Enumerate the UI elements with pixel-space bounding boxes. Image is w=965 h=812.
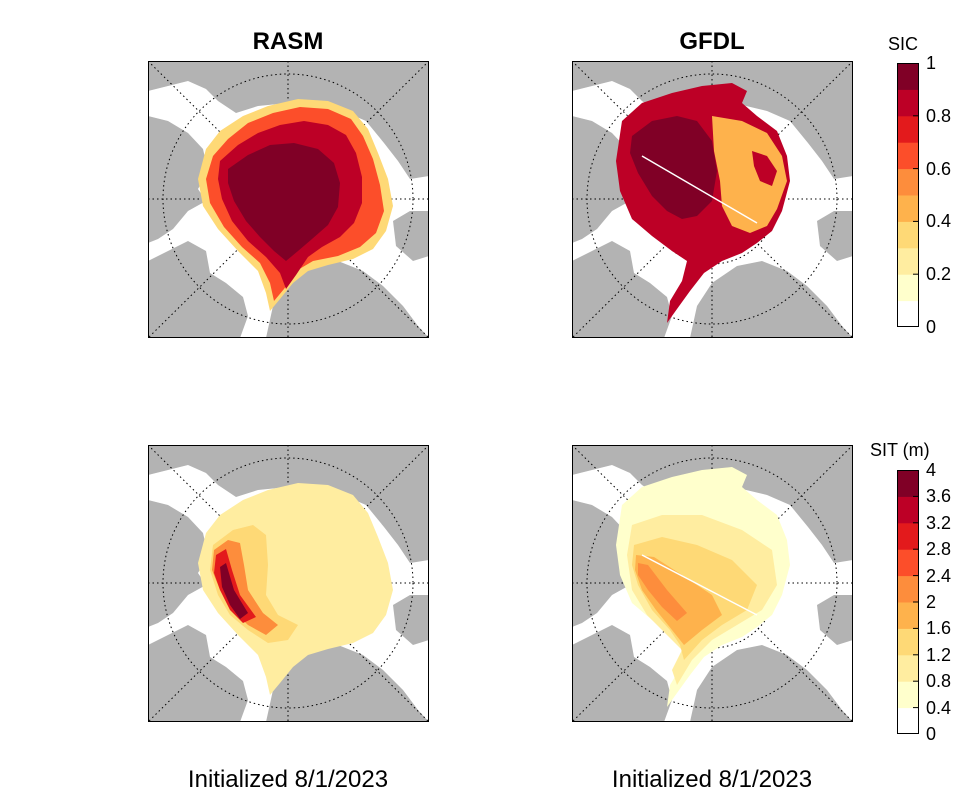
colorbar-segment xyxy=(897,221,919,249)
sit-colorbar-label: SIT (m) xyxy=(870,440,930,460)
ice-rasm-4 xyxy=(220,563,248,619)
colorbar-tick-label: 0.2 xyxy=(926,264,952,285)
sic-colorbar-label: SIC xyxy=(888,34,919,54)
colorbar-tick-label: 0 xyxy=(926,317,937,337)
land-masses xyxy=(148,445,429,722)
colorbar-segment xyxy=(897,168,919,196)
colorbar-tick-label: 0.4 xyxy=(926,211,952,232)
ice-gfdl-patch xyxy=(752,151,777,186)
map-frame xyxy=(572,61,853,338)
colorbar-tick-label: 3.6 xyxy=(926,486,952,507)
ice-gfdl-4 xyxy=(638,563,687,621)
colorbar-segment xyxy=(897,195,919,222)
colorbar-tick-label: 0.8 xyxy=(926,105,952,126)
colorbar-tick-label: 0 xyxy=(926,724,937,744)
colorbar-segment xyxy=(897,142,919,170)
rasm-title: RASM xyxy=(252,28,324,55)
colorbar-segment xyxy=(897,654,919,682)
colorbar-segment xyxy=(897,89,919,117)
rasm-sic-map xyxy=(148,61,429,338)
land-masses xyxy=(572,445,853,722)
colorbar-tick-label: 0.8 xyxy=(926,671,952,692)
colorbar-segment xyxy=(897,63,919,90)
colorbar-segment xyxy=(897,274,919,302)
map-frame xyxy=(572,445,853,722)
colorbar-segment xyxy=(897,575,919,603)
sic-colorbar xyxy=(897,63,919,327)
colorbar-segment xyxy=(897,115,919,143)
map-frame xyxy=(148,61,429,338)
ice-rasm-max xyxy=(228,143,340,261)
colorbar-tick-label: 0.6 xyxy=(926,158,952,179)
colorbar-segment xyxy=(897,522,919,550)
colorbar-segment xyxy=(897,602,919,629)
land-masses xyxy=(572,61,853,338)
sit-colorbar xyxy=(897,470,919,734)
colorbar-segment xyxy=(897,470,919,497)
colorbar-segment xyxy=(897,300,919,327)
colorbar-segment xyxy=(897,628,919,656)
map-frame xyxy=(148,445,429,722)
colorbar-tick-label: 0.4 xyxy=(926,697,952,718)
colorbar-tick-label: 2 xyxy=(926,592,937,612)
gfdl-title: GFDL xyxy=(679,28,745,55)
colorbar-tick-label: 1.2 xyxy=(926,644,952,665)
colorbar-tick-label: 2.4 xyxy=(926,565,952,586)
land-masses xyxy=(148,61,429,338)
gfdl-sic-map xyxy=(572,61,853,338)
rasm-sit-map xyxy=(148,445,429,722)
ice-gfdl-max xyxy=(630,116,717,219)
colorbar-tick-label: 4 xyxy=(926,460,937,480)
ice-gfdl-low xyxy=(712,116,787,233)
colorbar-tick-label: 1.6 xyxy=(926,618,952,639)
colorbar-frame xyxy=(897,63,919,327)
colorbar-segment xyxy=(897,247,919,275)
colorbar-tick-label: 3.2 xyxy=(926,512,952,533)
gfdl-initialized-label: Initialized 8/1/2023 xyxy=(611,766,813,793)
colorbar-segment xyxy=(897,549,919,577)
colorbar-tick-label: 2.8 xyxy=(926,539,952,560)
gfdl-sit-map xyxy=(572,445,853,722)
rasm-initialized-label: Initialized 8/1/2023 xyxy=(187,766,389,793)
colorbar-tick-label: 1 xyxy=(926,53,937,73)
colorbar-segment xyxy=(897,681,919,709)
colorbar-segment xyxy=(897,496,919,524)
colorbar-segment xyxy=(897,707,919,734)
seam-line xyxy=(641,554,758,616)
seam-line xyxy=(641,155,758,224)
